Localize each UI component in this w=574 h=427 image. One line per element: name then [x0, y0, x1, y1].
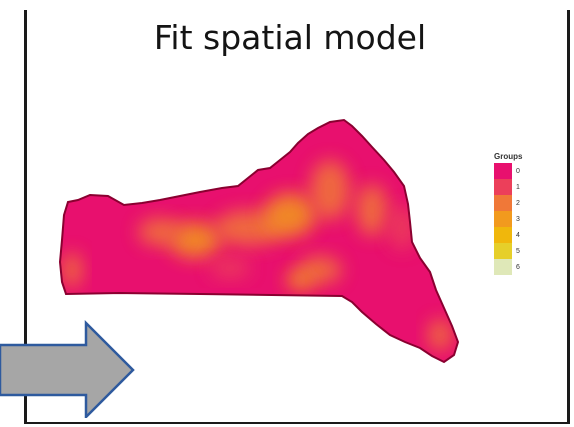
legend-row: 1 [494, 179, 522, 195]
legend-row: 4 [494, 227, 522, 243]
map-hotspot [286, 270, 314, 290]
legend-label: 1 [516, 183, 520, 191]
legend-label: 6 [516, 263, 520, 271]
legend-swatch [494, 211, 512, 227]
legend-swatch [494, 195, 512, 211]
legend-label: 5 [516, 247, 520, 255]
legend-swatch [494, 259, 512, 275]
legend-swatch [494, 243, 512, 259]
map-hotspot [169, 222, 221, 258]
map-hotspot [62, 252, 82, 288]
right-arrow-shape [0, 319, 135, 418]
map-hotspots [62, 160, 452, 351]
map-hotspot [138, 218, 182, 246]
map-hotspot [356, 184, 388, 236]
legend-label: 0 [516, 167, 520, 175]
map-hotspot [310, 160, 350, 220]
legend-swatch [494, 163, 512, 179]
legend-row: 0 [494, 163, 522, 179]
legend-row: 5 [494, 243, 522, 259]
slide-title: Fit spatial model [153, 18, 427, 57]
legend-swatch [494, 179, 512, 195]
map-hotspot [264, 193, 316, 237]
legend-label: 3 [516, 215, 520, 223]
legend: Groups 0 1 2 3 4 5 6 [494, 152, 522, 275]
legend-swatch [494, 227, 512, 243]
map-hotspot [428, 319, 452, 351]
legend-title: Groups [494, 152, 523, 161]
right-arrow-icon [0, 319, 135, 418]
map-hotspot [210, 258, 250, 278]
map-region-outline [58, 118, 460, 364]
legend-row: 6 [494, 259, 522, 275]
legend-label: 2 [516, 199, 520, 207]
legend-row: 2 [494, 195, 522, 211]
legend-label: 4 [516, 231, 520, 239]
legend-row: 3 [494, 211, 522, 227]
